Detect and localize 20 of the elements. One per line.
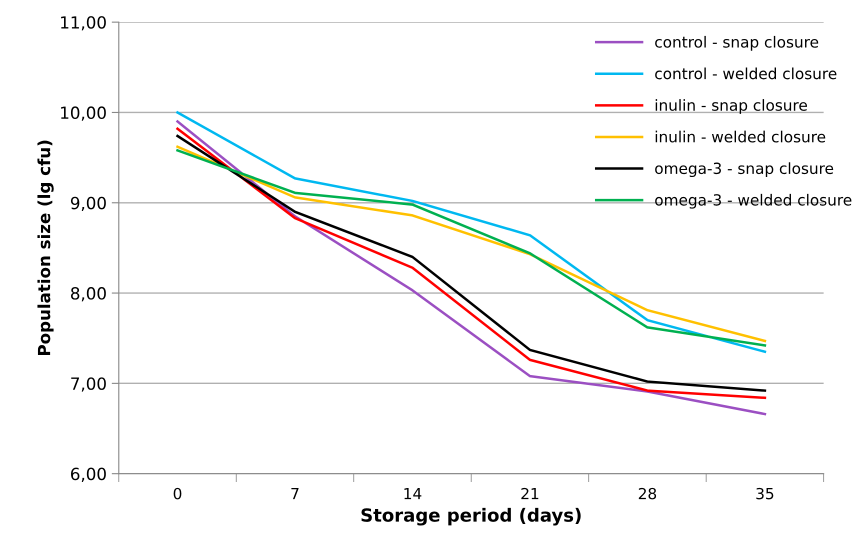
x-tick-label: 14 bbox=[404, 488, 422, 500]
legend-label: control - welded closure bbox=[655, 68, 836, 80]
y-axis-title: Population size (lg cfu) bbox=[37, 140, 54, 356]
y-tick-label: 7,00 bbox=[71, 377, 106, 392]
x-tick-label: 28 bbox=[638, 488, 656, 500]
y-tick-label: 8,00 bbox=[70, 287, 106, 302]
y-tick-label: 6,00 bbox=[71, 468, 106, 482]
x-tick-label: 35 bbox=[756, 488, 774, 500]
x-tick-label: 7 bbox=[291, 488, 299, 500]
x-tick-label: 21 bbox=[521, 488, 538, 500]
y-tick-label: 10,00 bbox=[61, 106, 106, 121]
y-tick-label: 9,00 bbox=[70, 196, 106, 212]
legend-label: inulin - welded closure bbox=[656, 130, 826, 143]
legend-label: omega-3 - welded closure bbox=[655, 194, 852, 209]
x-axis-title: Storage period (days) bbox=[361, 508, 581, 526]
x-tick-label: 0 bbox=[174, 488, 182, 500]
y-tick-label: 11,00 bbox=[61, 16, 106, 30]
legend-label: inulin - snap closure bbox=[656, 99, 808, 114]
legend-label: control - snap closure bbox=[655, 36, 818, 51]
legend-label: omega-3 - snap closure bbox=[655, 162, 834, 178]
